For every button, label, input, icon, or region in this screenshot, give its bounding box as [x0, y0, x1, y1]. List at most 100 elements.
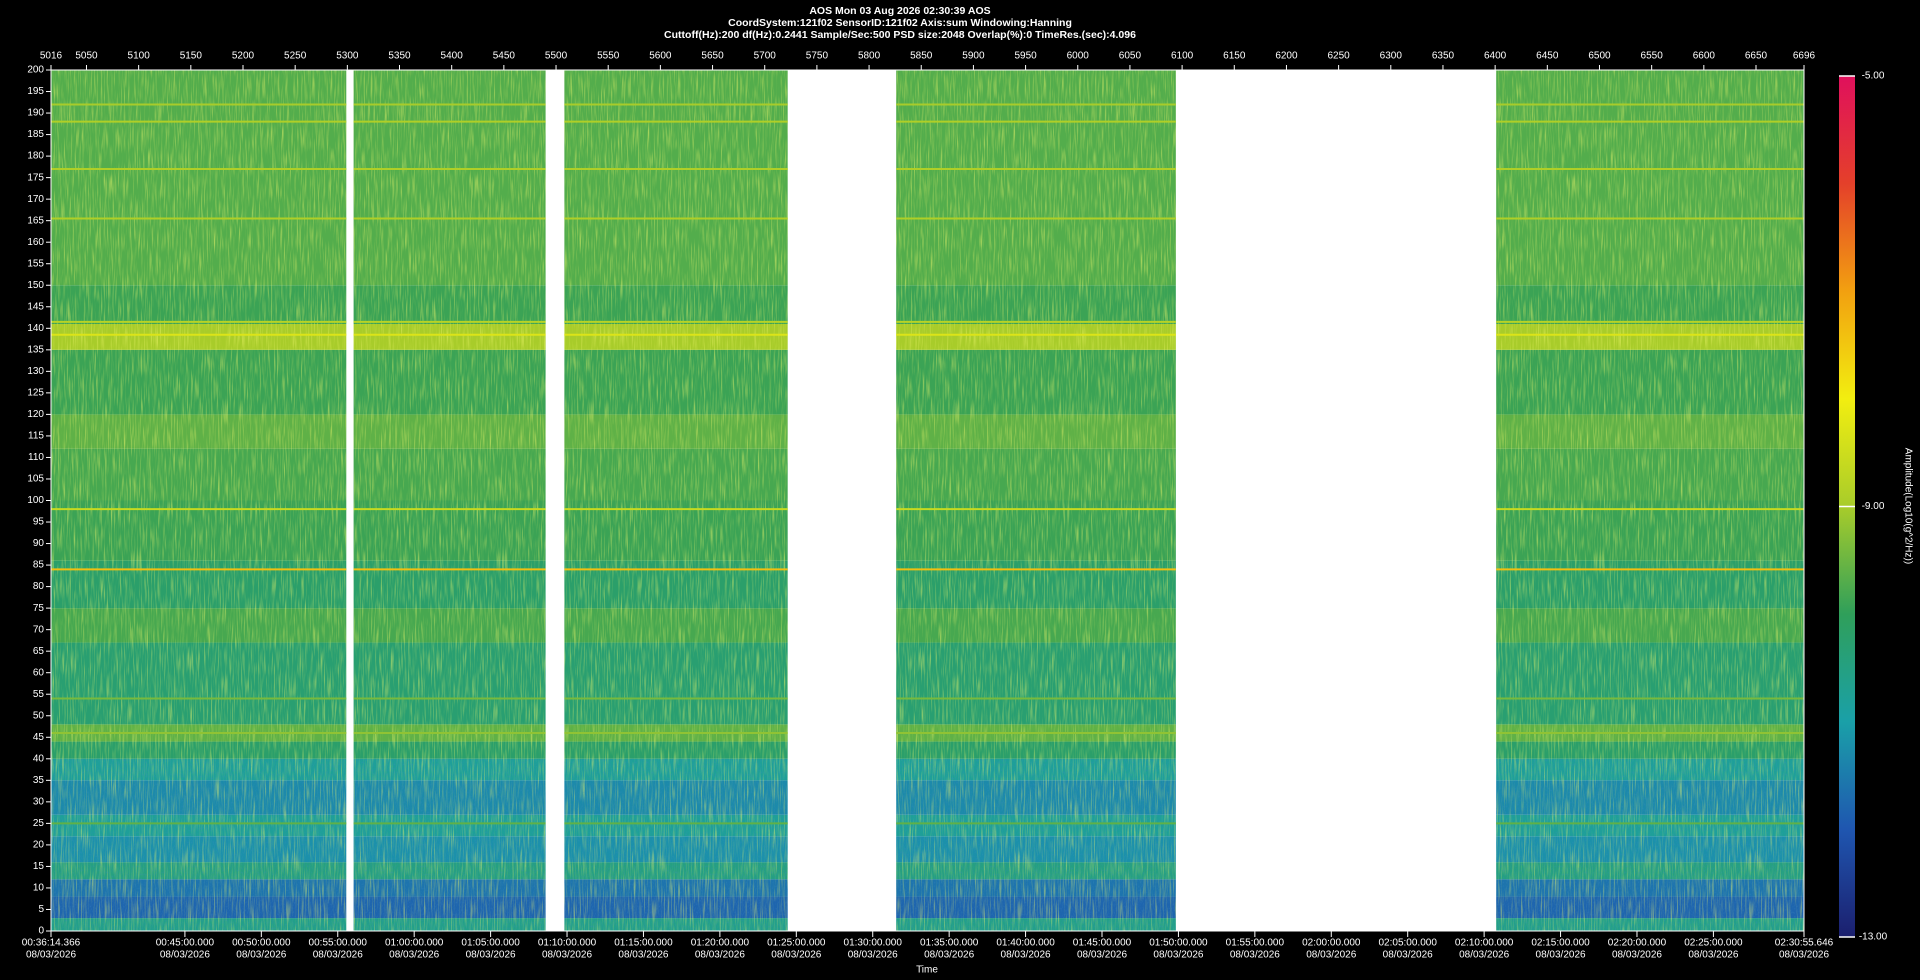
y-tick-label: 100: [27, 495, 44, 506]
x-tick-label: 6150: [1223, 51, 1246, 62]
x-tick-label: 5100: [128, 51, 151, 62]
x-tick-label: 5450: [493, 51, 516, 62]
y-tick-label: 175: [27, 172, 44, 183]
x-tick-label: 5700: [754, 51, 777, 62]
x-tick-label: 5300: [336, 51, 359, 62]
y-tick-label: 195: [27, 86, 44, 97]
time-tick-date: 08/03/2026: [466, 950, 516, 961]
colorbar-tick-label: -5.00: [1862, 71, 1885, 82]
x-tick-label: 5016: [40, 51, 63, 62]
x-tick-label: 6350: [1432, 51, 1455, 62]
time-tick-label: 01:20:00.000: [691, 938, 750, 949]
time-tick-label: 01:55:00.000: [1226, 938, 1285, 949]
y-tick-label: 5: [38, 904, 44, 915]
x-tick-label: 5350: [388, 51, 411, 62]
x-tick-label: 5900: [962, 51, 985, 62]
time-tick-label: 01:30:00.000: [844, 938, 903, 949]
y-tick-label: 85: [33, 560, 45, 571]
x-tick-label: 6300: [1380, 51, 1403, 62]
time-tick-label: 01:50:00.000: [1149, 938, 1208, 949]
y-tick-label: 200: [27, 65, 44, 76]
y-tick-label: 60: [33, 667, 45, 678]
y-tick-label: 150: [27, 280, 44, 291]
x-tick-label: 6250: [1327, 51, 1350, 62]
time-tick-label: 00:36:14.366: [22, 938, 81, 949]
y-tick-label: 30: [33, 796, 45, 807]
time-tick-label: 01:35:00.000: [920, 938, 979, 949]
colorbar-tick-label: -13.00: [1859, 932, 1888, 943]
y-tick-label: 50: [33, 710, 45, 721]
time-tick-date: 08/03/2026: [924, 950, 974, 961]
y-tick-label: 35: [33, 775, 45, 786]
y-tick-label: 145: [27, 301, 44, 312]
y-tick-label: 55: [33, 689, 45, 700]
x-tick-label: 6650: [1745, 51, 1768, 62]
time-tick-label: 02:15:00.000: [1531, 938, 1590, 949]
time-tick-label: 00:45:00.000: [156, 938, 215, 949]
time-tick-date: 08/03/2026: [1306, 950, 1356, 961]
time-tick-date: 08/03/2026: [618, 950, 668, 961]
y-tick-label: 155: [27, 258, 44, 269]
y-tick-label: 110: [28, 452, 44, 463]
y-tick-label: 190: [27, 108, 44, 119]
x-tick-label: 5500: [545, 51, 568, 62]
y-tick-label: 20: [33, 840, 45, 851]
time-tick-date: 08/03/2026: [1001, 950, 1051, 961]
x-tick-label: 5800: [858, 51, 881, 62]
time-tick-date: 08/03/2026: [313, 950, 363, 961]
time-tick-date: 08/03/2026: [389, 950, 439, 961]
time-tick-label: 01:40:00.000: [996, 938, 1055, 949]
x-axis-label: Time: [916, 965, 938, 976]
x-tick-label: 6500: [1588, 51, 1611, 62]
time-tick-date: 08/03/2026: [1612, 950, 1662, 961]
time-tick-label: 01:00:00.000: [385, 938, 444, 949]
time-tick-label: 00:50:00.000: [232, 938, 291, 949]
time-tick-label: 01:05:00.000: [461, 938, 520, 949]
time-tick-date: 08/03/2026: [236, 950, 286, 961]
colorbar-tick-label: -9.00: [1862, 501, 1885, 512]
time-tick-date: 08/03/2026: [1230, 950, 1280, 961]
y-tick-label: 180: [27, 151, 44, 162]
y-tick-label: 165: [27, 215, 44, 226]
time-tick-date: 08/03/2026: [695, 950, 745, 961]
y-tick-label: 130: [27, 366, 44, 377]
x-tick-label: 6600: [1693, 51, 1716, 62]
x-tick-label: 5850: [910, 51, 933, 62]
x-tick-label: 6696: [1793, 51, 1816, 62]
x-tick-label: 5750: [806, 51, 829, 62]
y-tick-label: 70: [33, 624, 45, 635]
y-tick-label: 95: [33, 517, 45, 528]
y-tick-label: 40: [33, 753, 45, 764]
time-tick-date: 08/03/2026: [771, 950, 821, 961]
y-tick-label: 0: [38, 926, 44, 937]
time-tick-label: 02:30:55.646: [1775, 938, 1834, 949]
y-tick-label: 140: [27, 323, 44, 334]
time-tick-label: 02:05:00.000: [1379, 938, 1438, 949]
time-tick-label: 02:00:00.000: [1302, 938, 1361, 949]
colorbar-label: Amplitude(Log10(g^2/Hz)): [1902, 448, 1913, 564]
y-tick-label: 90: [33, 538, 45, 549]
y-tick-label: 15: [33, 861, 45, 872]
time-tick-date: 08/03/2026: [1536, 950, 1586, 961]
y-tick-label: 185: [27, 129, 44, 140]
time-tick-date: 08/03/2026: [160, 950, 210, 961]
x-tick-label: 6450: [1536, 51, 1559, 62]
y-tick-label: 170: [27, 194, 44, 205]
y-tick-label: 10: [33, 883, 45, 894]
x-tick-label: 5200: [232, 51, 255, 62]
x-tick-label: 5400: [441, 51, 464, 62]
texture: [51, 758, 1804, 931]
x-tick-label: 6200: [1275, 51, 1298, 62]
time-tick-date: 08/03/2026: [848, 950, 898, 961]
time-tick-label: 01:25:00.000: [767, 938, 826, 949]
time-tick-date: 08/03/2026: [1688, 950, 1738, 961]
x-tick-label: 5650: [701, 51, 724, 62]
time-tick-label: 01:45:00.000: [1073, 938, 1132, 949]
x-tick-label: 5250: [284, 51, 307, 62]
title: AOS Mon 03 Aug 2026 02:30:39 AOS: [809, 5, 990, 17]
x-tick-label: 5600: [649, 51, 672, 62]
time-tick-label: 02:25:00.000: [1684, 938, 1743, 949]
y-tick-label: 120: [27, 409, 44, 420]
y-tick-label: 135: [27, 344, 44, 355]
time-tick-label: 00:55:00.000: [309, 938, 368, 949]
